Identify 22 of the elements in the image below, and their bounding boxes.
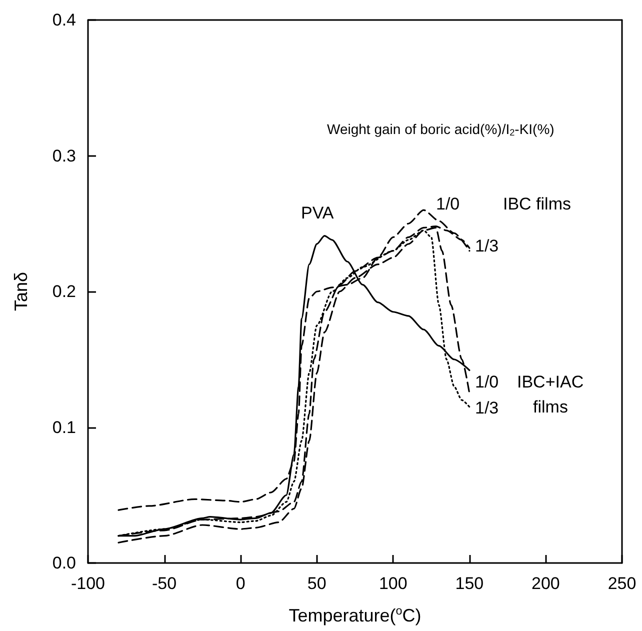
x-tick-label: -50 [152,574,177,593]
y-tick-label: 0.3 [52,146,76,166]
x-tick-label: 100 [378,574,408,593]
annotation: PVA [301,204,334,222]
annotation: 1/3 [475,398,499,418]
x-tick-label: -100 [70,574,106,593]
y-tick-label: 0.1 [52,418,76,437]
y-tick-label: 0.4 [52,10,76,30]
annotation: IBC films [503,194,571,214]
y-axis-title: Tanδ [11,272,31,312]
annotation: 1/0 [436,194,460,214]
x-tick-label: 0 [236,574,246,593]
y-tick-label: 0.2 [52,282,76,301]
annotation: IBC+IAC [517,372,584,392]
y-tick-label: 0.0 [52,554,76,572]
annotation: films [533,398,568,416]
x-tick-label: 50 [307,574,326,593]
annotation: 1/3 [475,236,499,256]
annotation: 1/0 [475,372,499,392]
x-tick-label: 150 [455,574,484,593]
x-tick-label: 200 [532,574,560,593]
x-tick-label: 250 [608,574,636,593]
